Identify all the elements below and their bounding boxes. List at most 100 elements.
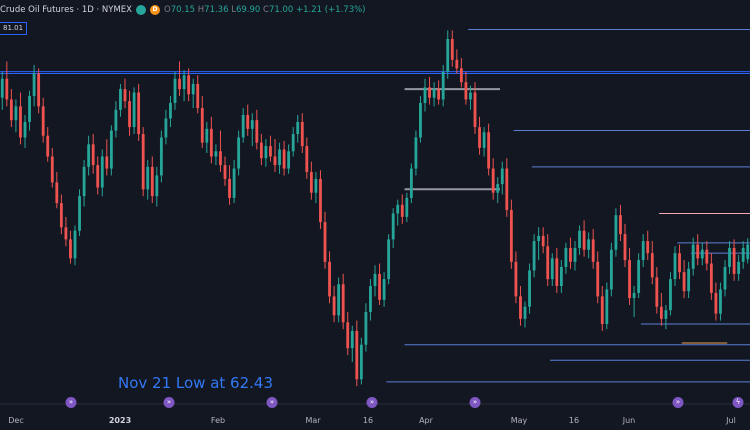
candle-body: [746, 244, 750, 260]
low-value: 69.90: [235, 5, 261, 15]
symbol-header[interactable]: Crude Oil Futures · 1D · NYMEX D O70.15 …: [0, 2, 366, 18]
candle-body: [19, 106, 22, 138]
candle-body: [628, 260, 631, 299]
candle-body: [569, 248, 572, 262]
candle-body: [309, 172, 313, 193]
candle-body: [269, 146, 272, 157]
candle-body: [114, 109, 118, 131]
candle-body: [37, 73, 41, 107]
candle-body: [446, 39, 450, 72]
candle-body: [159, 137, 163, 176]
candle-body: [228, 178, 231, 198]
candle-body: [41, 106, 45, 136]
candle-body: [359, 344, 363, 380]
high-value: 71.36: [204, 5, 229, 15]
candle-body: [169, 102, 172, 119]
candle-body: [678, 253, 681, 273]
candle-body: [378, 273, 381, 300]
candle-body: [591, 239, 595, 262]
candle-body: [691, 244, 695, 269]
candle-body: [28, 96, 31, 122]
candle-body: [491, 168, 495, 193]
candle-body: [564, 248, 568, 267]
x-tick-label: Dec: [8, 416, 24, 425]
level-price-tag: 81.01: [0, 22, 28, 35]
candle-body: [673, 253, 677, 280]
candle-body: [187, 75, 191, 95]
candle-body: [241, 115, 245, 138]
low-label: L: [231, 5, 236, 15]
delayed-data-icon[interactable]: D: [150, 5, 160, 15]
candle-body: [200, 108, 204, 143]
candle-body: [132, 92, 136, 128]
candle-body: [264, 146, 268, 159]
event-icon[interactable]: ϟ: [732, 397, 744, 408]
candle-body: [582, 230, 586, 250]
candle-body: [178, 78, 181, 90]
candle-body: [496, 184, 500, 193]
candle-body: [696, 244, 700, 259]
close-label: C: [263, 5, 269, 15]
candle-body: [478, 127, 481, 148]
open-value: 70.15: [170, 5, 196, 15]
event-icon[interactable]: »: [266, 397, 278, 408]
candle-body: [473, 92, 477, 128]
candle-body: [559, 267, 563, 286]
candle-body: [105, 156, 109, 169]
candle-body: [91, 144, 95, 166]
candle-body: [255, 120, 259, 143]
candle-body: [78, 196, 81, 231]
candle-body: [332, 296, 336, 316]
market-status-icon[interactable]: [136, 5, 146, 15]
candle-body: [459, 68, 463, 83]
x-tick-label: Apr: [419, 416, 433, 425]
candle-body: [741, 248, 745, 262]
close-value: 71.00: [268, 5, 294, 15]
event-icon[interactable]: »: [469, 397, 481, 408]
candle-body: [73, 230, 77, 259]
candle-body: [355, 330, 359, 380]
change-value: +1.21 (+1.73%): [295, 5, 366, 15]
candle-body: [346, 322, 350, 349]
candle-body: [141, 134, 145, 190]
candle-body: [669, 279, 672, 311]
candle-body: [155, 175, 159, 197]
candle-body: [373, 273, 377, 286]
candle-body: [614, 215, 618, 250]
candle-body: [205, 128, 209, 143]
candle-body: [287, 151, 291, 169]
candle-body: [237, 137, 241, 169]
candle-body: [137, 92, 141, 134]
candle-body: [387, 239, 391, 280]
candle-body: [282, 149, 286, 169]
candle-body: [732, 248, 736, 274]
nov-low-annotation[interactable]: Nov 21 Low at 62.43: [118, 374, 273, 392]
candle-body: [314, 178, 318, 193]
candle-body: [632, 292, 636, 299]
candle-body: [659, 306, 663, 319]
x-tick-label: Jul: [726, 416, 736, 425]
candle-body: [273, 156, 277, 166]
candle-body: [737, 261, 741, 274]
candle-body: [532, 241, 536, 271]
candle-body: [541, 235, 545, 247]
candle-body: [619, 215, 622, 235]
symbol-title[interactable]: Crude Oil Futures · 1D · NYMEX: [0, 5, 132, 15]
candle-body: [119, 89, 122, 110]
candle-body: [523, 306, 527, 319]
event-icon[interactable]: »: [163, 397, 175, 408]
candle-body: [291, 134, 295, 152]
candle-body: [419, 102, 422, 138]
candle-body: [414, 137, 418, 169]
candle-body: [464, 82, 468, 100]
candle-body: [109, 130, 113, 169]
event-icon[interactable]: »: [366, 397, 378, 408]
event-icon[interactable]: »: [65, 397, 77, 408]
candle-body: [650, 253, 654, 278]
candle-body: [428, 87, 431, 98]
event-icon[interactable]: »: [672, 397, 684, 408]
candle-body: [505, 168, 509, 210]
x-tick-label: Mar: [305, 416, 321, 425]
